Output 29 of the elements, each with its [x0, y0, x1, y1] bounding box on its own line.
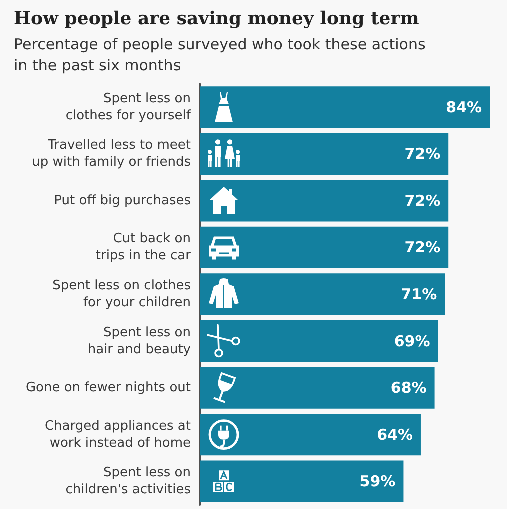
data-label: 59%: [360, 472, 396, 491]
y-tick-label: Spent less on hair and beauty: [88, 325, 192, 358]
y-tick-label: Cut back on trips in the car: [96, 232, 192, 264]
bar: [200, 133, 449, 175]
y-tick-label: Spent less on clothes for yourself: [66, 91, 192, 124]
bar: [200, 86, 490, 128]
y-tick-label: Gone on fewer nights out: [26, 380, 191, 396]
data-label: 72%: [404, 192, 441, 210]
bar: [200, 367, 435, 409]
data-label: 64%: [377, 426, 413, 444]
chart-title: How people are saving money long term: [14, 8, 420, 30]
chart-subtitle: Percentage of people surveyed who took these actions in the past six months: [14, 36, 431, 74]
bar: [200, 226, 449, 269]
bar: [200, 274, 446, 316]
y-tick-label: Spent less on children's activities: [66, 466, 192, 498]
data-label: 69%: [394, 332, 430, 350]
bar: [200, 180, 449, 222]
bar: [200, 320, 438, 362]
data-label: 68%: [390, 379, 427, 398]
data-label: 72%: [404, 238, 441, 257]
data-label: 84%: [446, 98, 482, 116]
data-label: 72%: [404, 145, 441, 164]
y-tick-label: Travelled less to meet up with family or friends: [32, 138, 192, 170]
bar: [200, 460, 404, 502]
y-tick-label: Charged appliances at work instead of home: [44, 418, 191, 451]
bar: [200, 414, 421, 456]
y-tick-label: Put off big purchases: [54, 193, 192, 208]
data-label: 71%: [401, 286, 438, 304]
y-tick-label: Spent less on clothes for your children: [52, 278, 192, 310]
